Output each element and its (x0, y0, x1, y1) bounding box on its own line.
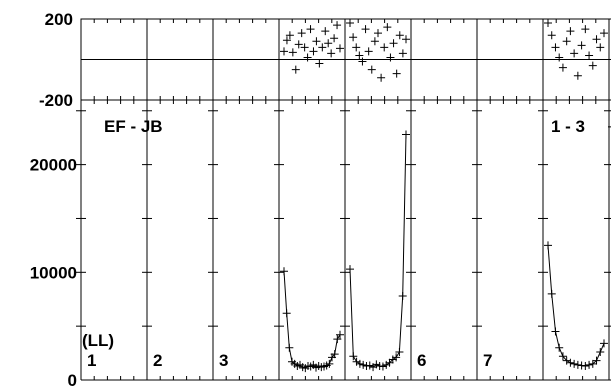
phase-point (562, 37, 571, 46)
phase-point (346, 19, 354, 28)
phase-point (570, 49, 579, 58)
phase-point (336, 44, 344, 53)
phase-point (303, 53, 312, 62)
phase-point (600, 29, 608, 38)
phase-point (370, 37, 379, 46)
amplitude-tick-label: 20000 (30, 156, 77, 175)
phase-point (358, 57, 367, 66)
phase-point (395, 31, 404, 40)
panel-label: 3 (219, 351, 228, 370)
phase-point (547, 31, 556, 40)
phase-point (367, 65, 376, 74)
panel-label: 7 (483, 351, 492, 370)
phase-point (374, 29, 382, 38)
amplitude-axis: 20000 10000 0 (30, 110, 611, 387)
amplitude-point (600, 339, 608, 348)
amplitude-tick-label: 10000 (30, 263, 77, 282)
phase-point (361, 25, 370, 34)
phase-point (333, 21, 342, 30)
phase-point (386, 53, 395, 62)
data-layer (280, 19, 611, 373)
phase-point (312, 37, 321, 46)
phase-point (558, 63, 567, 72)
second-baseline-label: 1 - 3 (551, 117, 585, 136)
phase-point (349, 33, 358, 42)
phase-point (285, 31, 294, 40)
panel-label: 6 (417, 351, 426, 370)
panel-label: 1 (87, 351, 96, 370)
phase-point (398, 49, 407, 58)
phase-point (596, 43, 605, 52)
phase-point (402, 35, 410, 44)
phase-point (555, 53, 564, 62)
phase-point (588, 61, 597, 70)
phase-point (282, 36, 291, 45)
phase-point (380, 43, 389, 52)
phase-point (389, 39, 398, 48)
phase-point (294, 40, 303, 49)
phase-point (309, 47, 318, 56)
phase-point (321, 27, 330, 36)
phase-point (355, 51, 364, 60)
phase-point (291, 65, 300, 74)
phase-point (297, 29, 306, 38)
phase-axis: 200 -200 (39, 10, 73, 110)
phase-point (577, 41, 586, 50)
phase-point (544, 19, 552, 28)
phase-point (551, 43, 560, 52)
phase-tick-label: 200 (45, 10, 73, 29)
phase-point (330, 34, 339, 43)
labels-layer: EF - JB 1 - 3 (LL) 12345678 (82, 117, 585, 370)
phase-point (315, 59, 324, 68)
phase-point (573, 71, 582, 80)
phase-point (383, 23, 392, 32)
phase-point (585, 51, 594, 60)
phase-point (392, 69, 401, 78)
phase-point (581, 25, 590, 34)
phase-point (288, 48, 297, 57)
amplitude-point (336, 330, 344, 339)
phase-point (324, 39, 333, 48)
amplitude-point (608, 126, 611, 128)
polarization-label: (LL) (82, 331, 114, 350)
phase-point (318, 43, 327, 52)
amplitude-series (283, 271, 341, 369)
phase-point (327, 49, 336, 58)
baseline-label: EF - JB (104, 117, 163, 136)
amplitude-series (349, 134, 407, 368)
phase-frame (80, 18, 611, 101)
phase-point (300, 43, 309, 52)
panel-dividers (80, 19, 611, 381)
phase-point (364, 47, 373, 56)
phase-point (377, 73, 386, 82)
phase-point (566, 27, 575, 36)
phase-point (592, 35, 601, 44)
panel-label: 2 (153, 351, 162, 370)
phase-point (352, 43, 361, 52)
amplitude-series (547, 245, 605, 367)
amplitude-tick-label: 0 (68, 371, 77, 387)
phase-tick-label: -200 (39, 91, 73, 110)
phase-point (306, 25, 315, 34)
phase-point (280, 47, 288, 56)
